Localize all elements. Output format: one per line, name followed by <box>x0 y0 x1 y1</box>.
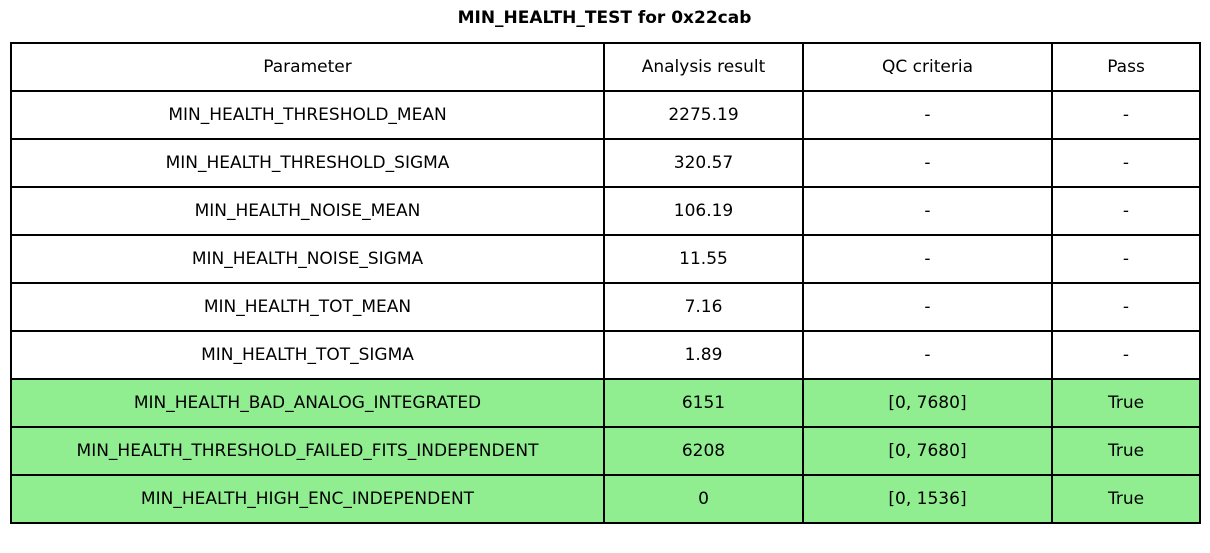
parameter-cell: MIN_HEALTH_NOISE_MEAN <box>10 186 605 236</box>
pass-cell: True <box>1051 378 1201 428</box>
qc-criteria-cell: - <box>802 138 1053 188</box>
column-header-analysis-result: Analysis result <box>603 42 804 92</box>
parameter-cell: MIN_HEALTH_HIGH_ENC_INDEPENDENT <box>10 474 605 524</box>
pass-cell: True <box>1051 474 1201 524</box>
column-header-parameter: Parameter <box>10 42 605 92</box>
pass-cell: - <box>1051 186 1201 236</box>
result-cell: 320.57 <box>603 138 804 188</box>
page-title: MIN_HEALTH_TEST for 0x22cab <box>457 8 752 28</box>
qc-criteria-cell: - <box>802 330 1053 380</box>
pass-cell: - <box>1051 330 1201 380</box>
result-cell: 7.16 <box>603 282 804 332</box>
pass-cell: True <box>1051 426 1201 476</box>
parameter-cell: MIN_HEALTH_BAD_ANALOG_INTEGRATED <box>10 378 605 428</box>
table-row: MIN_HEALTH_NOISE_SIGMA 11.55 - - <box>10 234 1201 284</box>
pass-cell: - <box>1051 234 1201 284</box>
parameter-cell: MIN_HEALTH_THRESHOLD_MEAN <box>10 90 605 140</box>
column-header-pass: Pass <box>1051 42 1201 92</box>
table-row: MIN_HEALTH_HIGH_ENC_INDEPENDENT 0 [0, 15… <box>10 474 1201 524</box>
table-row: MIN_HEALTH_NOISE_MEAN 106.19 - - <box>10 186 1201 236</box>
table-row: MIN_HEALTH_THRESHOLD_SIGMA 320.57 - - <box>10 138 1201 188</box>
table-row: MIN_HEALTH_TOT_MEAN 7.16 - - <box>10 282 1201 332</box>
qc-criteria-cell: - <box>802 90 1053 140</box>
parameter-cell: MIN_HEALTH_THRESHOLD_SIGMA <box>10 138 605 188</box>
result-cell: 0 <box>603 474 804 524</box>
result-cell: 2275.19 <box>603 90 804 140</box>
result-cell: 106.19 <box>603 186 804 236</box>
pass-cell: - <box>1051 282 1201 332</box>
parameter-cell: MIN_HEALTH_TOT_MEAN <box>10 282 605 332</box>
column-header-qc-criteria: QC criteria <box>802 42 1053 92</box>
qc-criteria-cell: - <box>802 186 1053 236</box>
parameter-cell: MIN_HEALTH_THRESHOLD_FAILED_FITS_INDEPEN… <box>10 426 605 476</box>
parameter-cell: MIN_HEALTH_TOT_SIGMA <box>10 330 605 380</box>
table-row: MIN_HEALTH_THRESHOLD_MEAN 2275.19 - - <box>10 90 1201 140</box>
qc-criteria-cell: [0, 7680] <box>802 378 1053 428</box>
results-table: Parameter Analysis result QC criteria Pa… <box>10 42 1201 524</box>
qc-criteria-cell: [0, 7680] <box>802 426 1053 476</box>
table-row: MIN_HEALTH_BAD_ANALOG_INTEGRATED 6151 [0… <box>10 378 1201 428</box>
header-row: Parameter Analysis result QC criteria Pa… <box>10 42 1201 92</box>
parameter-cell: MIN_HEALTH_NOISE_SIGMA <box>10 234 605 284</box>
result-cell: 1.89 <box>603 330 804 380</box>
pass-cell: - <box>1051 90 1201 140</box>
result-cell: 11.55 <box>603 234 804 284</box>
qc-criteria-cell: - <box>802 282 1053 332</box>
result-cell: 6151 <box>603 378 804 428</box>
table-row: MIN_HEALTH_THRESHOLD_FAILED_FITS_INDEPEN… <box>10 426 1201 476</box>
pass-cell: - <box>1051 138 1201 188</box>
qc-criteria-cell: [0, 1536] <box>802 474 1053 524</box>
result-cell: 6208 <box>603 426 804 476</box>
qc-criteria-cell: - <box>802 234 1053 284</box>
table-row: MIN_HEALTH_TOT_SIGMA 1.89 - - <box>10 330 1201 380</box>
